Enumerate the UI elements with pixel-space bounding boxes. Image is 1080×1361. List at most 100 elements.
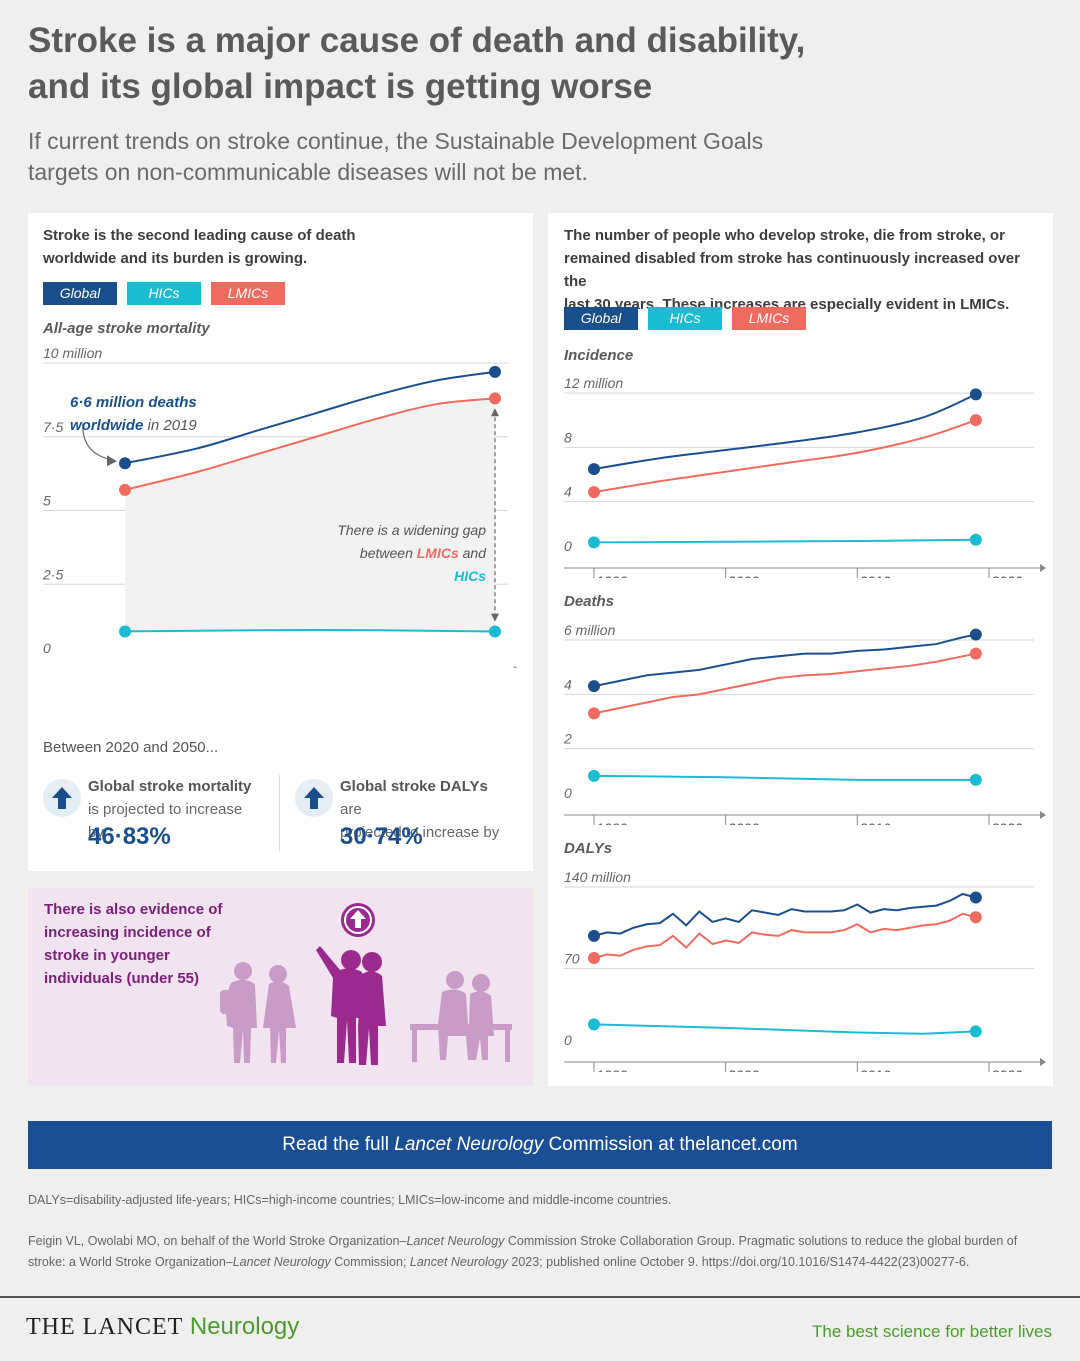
stat-dalys-value: 30·74% [340,823,423,850]
x-tick-label: 2000 [729,573,760,578]
x-tick-label: 2010 [860,1067,891,1072]
annotation-year: in 2019 [147,417,197,434]
lancet-logo[interactable]: THE LANCET Neurology [26,1313,299,1341]
x-tick-label: 2020 [992,573,1023,578]
subtitle-line-1: If current trends on stroke continue, th… [28,128,764,154]
series-endpoint-hics [489,625,501,638]
page-subtitle: If current trends on stroke continue, th… [28,126,788,188]
stat-mortality-value: 46·83% [88,823,171,850]
read-commission-banner[interactable]: Read the full Lancet Neurology Commissio… [28,1121,1052,1169]
series-endpoint-hics [969,1025,982,1038]
series-line-global [593,393,977,471]
mortality-heading-line-1: Stroke is the second leading cause of de… [43,227,356,244]
gap-arrow-down [491,613,499,622]
abbreviations-footnote: DALYs=disability-adjusted life-years; HI… [28,1193,672,1207]
legend-lmics: LMICs [732,307,806,330]
dalys-chart: 0 70 140 million 1990 2000 2010 2020 [564,869,1046,1072]
ref-part-e: Commission; [330,1255,410,1269]
series-line-lmics [593,419,977,494]
x-axis-arrow [1040,811,1046,819]
y-tick-label: 8 [564,429,572,445]
y-tick-label: 140 million [564,869,631,885]
title-line-2: and its global impact is getting worse [28,67,653,106]
series-endpoint-global [588,680,600,693]
ref-part-a: Feigin VL, Owolabi MO, on behalf of the … [28,1234,407,1248]
series-line-lmics [124,397,496,491]
logo-sub: Neurology [189,1313,300,1340]
series-endpoint-hics [588,1018,600,1031]
series-endpoint-lmics [969,647,982,660]
y-tick-label: 2 [563,731,572,747]
ref-part-g: 2023; published online October 9. https:… [507,1255,970,1269]
projection-intro: Between 2020 and 2050... [43,739,219,756]
mortality-chart-label: All-age stroke mortality [43,320,210,337]
series-endpoint-global [969,628,982,641]
series-endpoint-lmics [588,952,600,965]
series-endpoint-global [588,463,600,476]
y-tick-label: 6 million [564,622,616,638]
stat-mortality-bold: Global stroke mortality [88,778,252,795]
mortality-panel: Stroke is the second leading cause of de… [28,213,533,871]
x-tick-label: 2020 [992,1067,1023,1072]
stat-dalys-text: Global stroke DALYs are projected to inc… [340,775,510,844]
trends-heading-line-2: remained disabled from stroke has contin… [564,250,1020,290]
x-tick-label: 1990 [597,820,628,825]
gap-arrow-up [491,408,499,417]
y-tick-label: 70 [564,951,580,967]
young-text-line-4: individuals (under 55) [44,970,200,987]
y-tick-label: 0 [564,538,572,554]
x-axis-arrow [1040,564,1046,572]
series-line-global [593,892,977,937]
series-endpoint-lmics [969,414,982,427]
stat-dalys-mid: are [340,801,362,818]
stat-divider [279,775,280,851]
legend-hics: HICs [648,307,722,330]
reference-footnote: Feigin VL, Owolabi MO, on behalf of the … [28,1231,1048,1273]
legend-lmics: LMICs [211,282,285,305]
young-pair-icon [220,962,296,1063]
tagline: The best science for better lives [811,1322,1052,1341]
ref-part-f: Lancet Neurology [409,1255,508,1269]
series-endpoint-lmics [119,483,131,496]
series-line-hics [124,628,496,633]
up-arrow-icon [295,779,333,817]
deaths-chart: 0 2 4 6 million 1990 2000 2010 2020 [563,622,1046,825]
young-text-line-2: increasing incidence of [44,924,211,941]
y-tick-label: 10 million [43,348,102,361]
series-line-lmics [593,652,977,715]
y-tick-label: 0 [564,1032,572,1048]
dalys-label: DALYs [564,840,613,857]
series-endpoint-global [588,929,600,942]
mortality-legend: Global HICs LMICs [43,282,285,305]
x-tick-label: 1990 [597,573,628,578]
x-axis-arrow [514,666,517,668]
footer-divider [0,1296,1080,1298]
ref-part-c: Commission Stroke Collaboration Group. P… [28,1234,1018,1269]
stat-mortality-text: Global stroke mortality is projected to … [88,775,258,844]
gap-hics: HICs [454,568,486,584]
up-arrow-circle-icon [341,903,375,937]
up-arrow-icon [43,779,81,817]
stat-mortality-rest: is projected to increase by [88,801,243,841]
annotation-worldwide: worldwide [70,417,144,434]
incidence-chart: 0 4 8 12 million 1990 2000 2010 2020 [564,375,1046,578]
gap-line-1: There is a widening gap [337,522,486,538]
subtitle-line-2: targets on non-communicable diseases wil… [28,159,588,185]
annotation-pointer-head [107,455,117,467]
series-endpoint-lmics [588,707,600,720]
y-tick-label: 12 million [564,375,623,391]
series-line-hics [593,1023,976,1035]
mortality-heading: Stroke is the second leading cause of de… [43,224,503,270]
trends-heading-line-1: The number of people who develop stroke,… [564,227,1005,244]
gap-lmics: LMICs [416,545,459,561]
people-illustration [220,903,512,1065]
young-text-line-3: stroke in younger [44,947,170,964]
mortality-chart: 02·557·510 million20192050 [42,348,517,668]
stat-dalys-bold: Global stroke DALYs [340,778,488,795]
logo-main: THE LANCET [26,1314,183,1340]
ref-part-d: Lancet Neurology [232,1255,331,1269]
young-individuals-panel: There is also evidence of increasing inc… [28,888,533,1086]
x-tick-label: 2020 [992,820,1023,825]
y-tick-label: 5 [43,493,51,509]
gap-and: and [462,545,486,561]
